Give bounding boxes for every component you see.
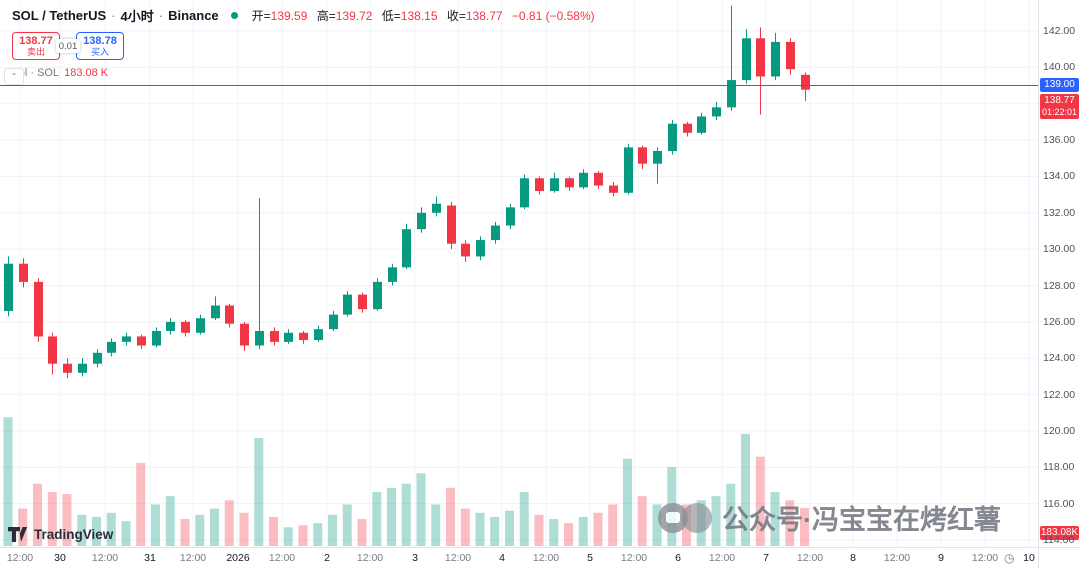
price-tick: 122.00 <box>1043 388 1076 401</box>
axis-corner <box>1038 547 1080 569</box>
time-tick: 12:00 <box>883 552 911 564</box>
price-tick: 140.00 <box>1043 61 1076 74</box>
price-tick: 118.00 <box>1043 461 1075 474</box>
time-tick: 12:00 <box>708 552 736 564</box>
tradingview-logo-text: TradingView <box>34 527 114 542</box>
price-axis[interactable]: 139.00 138.77 01:22:01 183.08K 142.00 140… <box>1038 0 1080 547</box>
sell-button[interactable]: 138.77 卖出 <box>12 32 60 60</box>
volume-bars <box>3 417 809 546</box>
separator: · <box>111 8 116 23</box>
change-value: −0.81 (−0.58%) <box>511 9 595 23</box>
timezone-clock-icon[interactable]: ◷ <box>1004 551 1015 565</box>
price-tick: 136.00 <box>1043 134 1076 147</box>
time-tick: 7 <box>763 552 769 564</box>
price-tick: 120.00 <box>1043 424 1076 437</box>
price-tick: 126.00 <box>1043 315 1076 328</box>
price-tick: 124.00 <box>1043 352 1076 365</box>
order-price-badge[interactable]: 139.00 <box>1040 77 1079 92</box>
last-price-badge: 138.77 01:22:01 <box>1040 93 1079 119</box>
separator: · <box>158 8 164 23</box>
time-tick: 6 <box>675 552 681 564</box>
volume-legend: Vol · SOL 183.08 K <box>12 67 595 79</box>
high-value: 139.72 <box>335 9 373 23</box>
trade-panel: 138.77 卖出 0.01 138.78 买入 <box>12 32 595 60</box>
tradingview-logo-icon <box>8 527 28 542</box>
bar-countdown: 01:22:01 <box>1041 106 1078 117</box>
time-tick: 31 <box>144 552 156 564</box>
tradingview-logo[interactable]: TradingView <box>8 527 113 542</box>
ohlc-values: 开=139.59 高=139.72 低=138.15 收=138.77 −0.8… <box>246 7 595 24</box>
time-axis[interactable]: ◷ 12:00 30 12:00 31 12:00 2026 12:00 2 12:00 3 12:… <box>0 547 1038 569</box>
volume-badge: 183.08K <box>1040 526 1079 540</box>
grid-lines <box>0 0 1038 547</box>
symbol-row: SOL / TetherUS · 4小时 · Binance 开=139.59 … <box>12 6 595 25</box>
close-label: 收= <box>446 9 466 23</box>
buy-price: 138.78 <box>83 35 117 47</box>
symbol-name[interactable]: SOL / TetherUS <box>12 8 107 23</box>
time-tick: 3 <box>412 552 418 564</box>
time-tick: 2 <box>324 552 330 564</box>
price-tick: 128.00 <box>1043 279 1076 292</box>
last-price-value: 138.77 <box>1044 94 1075 106</box>
time-tick: 12:00 <box>179 552 207 564</box>
low-value: 138.15 <box>400 9 438 23</box>
time-tick: 10 <box>1023 552 1035 564</box>
sell-label: 卖出 <box>26 47 45 57</box>
price-tick: 132.00 <box>1043 206 1076 219</box>
volume-value: 183.08 K <box>64 67 109 79</box>
time-tick: 12:00 <box>796 552 824 564</box>
time-tick: 4 <box>499 552 505 564</box>
high-label: 高= <box>316 9 336 23</box>
close-value: 138.77 <box>465 9 503 23</box>
time-tick: 5 <box>587 552 593 564</box>
buy-label: 买入 <box>90 47 109 57</box>
time-tick: 12:00 <box>356 552 384 564</box>
time-tick: 2026 <box>226 552 250 564</box>
chart-legend: SOL / TetherUS · 4小时 · Binance 开=139.59 … <box>12 6 595 79</box>
chevron-up-icon: ⌃ <box>10 72 18 81</box>
price-tick: 134.00 <box>1043 170 1076 183</box>
exchange-label[interactable]: Binance <box>168 8 219 23</box>
time-tick: 8 <box>850 552 856 564</box>
price-tick: 130.00 <box>1043 243 1076 256</box>
time-tick: 9 <box>938 552 944 564</box>
time-tick: 30 <box>54 552 66 564</box>
time-tick: 12:00 <box>268 552 296 564</box>
time-tick: 12:00 <box>6 552 34 564</box>
time-tick: 12:00 <box>91 552 119 564</box>
legend-collapse-button[interactable]: ⌃ <box>4 68 24 85</box>
open-value: 139.59 <box>270 9 308 23</box>
candles <box>4 5 810 379</box>
price-tick: 116.00 <box>1043 497 1075 510</box>
time-tick: 12:00 <box>532 552 560 564</box>
time-tick: 12:00 <box>971 552 999 564</box>
time-tick: 12:00 <box>620 552 648 564</box>
spread-value: 0.01 <box>56 39 80 53</box>
price-tick: 142.00 <box>1043 25 1076 37</box>
realtime-dot-icon <box>230 12 238 19</box>
buy-button[interactable]: 138.78 买入 <box>76 32 124 60</box>
low-label: 低= <box>381 9 401 23</box>
chart-pane[interactable] <box>0 0 1038 547</box>
price-tick: 114.00 <box>1043 534 1075 547</box>
sell-price: 138.77 <box>19 35 53 47</box>
time-tick: 12:00 <box>444 552 472 564</box>
interval-label[interactable]: 4小时 <box>120 9 154 24</box>
open-label: 开= <box>251 9 271 23</box>
candlestick-chart[interactable] <box>0 0 1038 547</box>
